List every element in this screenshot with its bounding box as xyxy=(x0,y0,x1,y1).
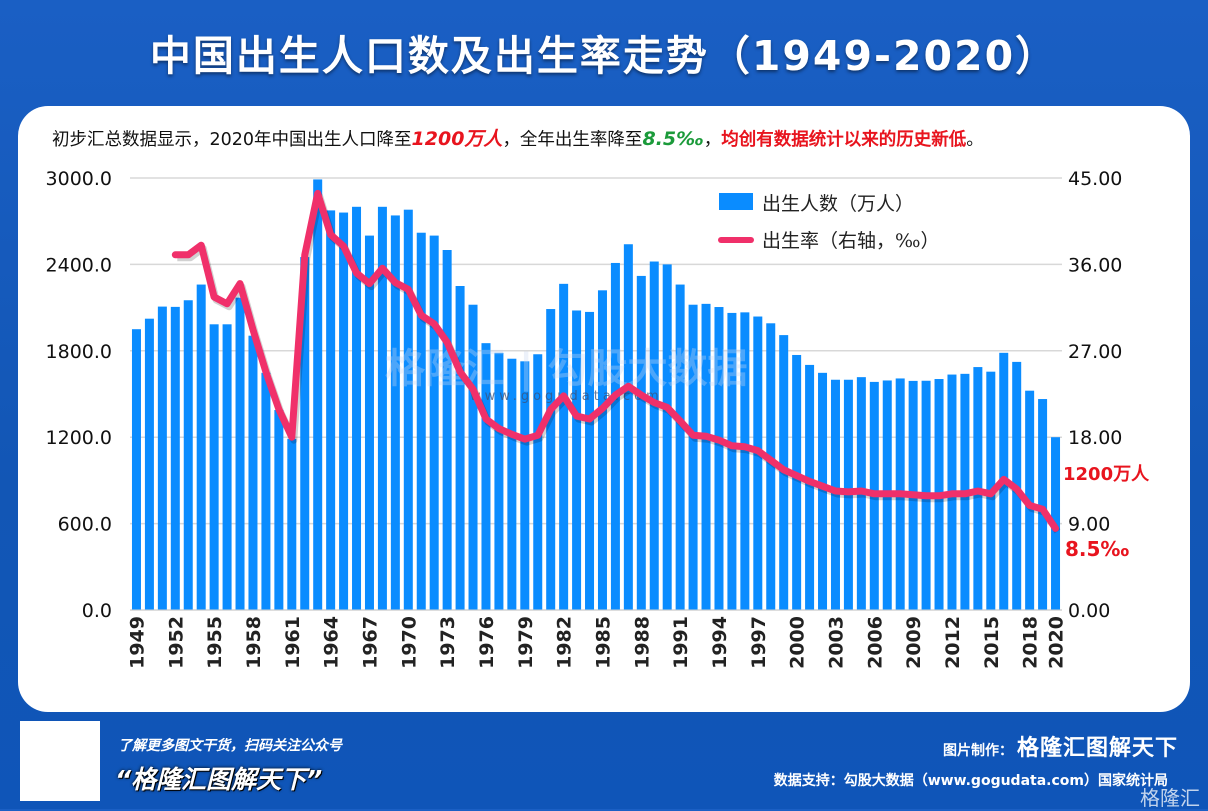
qr-code[interactable] xyxy=(20,721,100,801)
right-axis-tick-label: 27.00 xyxy=(1068,341,1122,363)
left-axis-tick-label: 1800.0 xyxy=(46,341,112,363)
bar-1953 xyxy=(184,300,193,610)
x-axis-tick-label: 2012 xyxy=(942,616,964,669)
right-axis-tick-label: 0.00 xyxy=(1068,600,1110,622)
right-axis-tick-label: 45.00 xyxy=(1068,168,1122,190)
bar-1964 xyxy=(326,210,335,610)
bar-1997 xyxy=(753,317,762,610)
x-axis-tick-label: 1994 xyxy=(709,616,731,669)
bar-1955 xyxy=(210,324,219,610)
x-axis-tick-label: 1991 xyxy=(670,616,692,669)
x-axis-tick-label: 2015 xyxy=(981,616,1003,669)
right-axis-tick-label: 18.00 xyxy=(1068,427,1122,449)
bar-1959 xyxy=(261,373,270,610)
legend: 出生人数（万人） 出生率（右轴，‰） xyxy=(719,193,940,252)
x-axis-tick-label: 1985 xyxy=(592,616,614,669)
x-axis-tick-label: 1958 xyxy=(243,616,265,669)
x-axis-tick-label: 1997 xyxy=(748,616,770,669)
x-axis-tick-label: 2000 xyxy=(787,616,809,669)
account-name: “格隆汇图解天下” xyxy=(115,760,322,796)
x-axis-tick-label: 2020 xyxy=(1046,616,1068,669)
bar-1989 xyxy=(650,262,659,610)
annotation-rate: 8.5‰ xyxy=(1065,537,1129,561)
x-axis-tick-label: 1973 xyxy=(437,616,459,669)
legend-line-label: 出生率（右轴，‰） xyxy=(762,230,940,252)
bar-1961 xyxy=(287,439,296,610)
bar-1950 xyxy=(145,319,154,610)
right-axis-tick-label: 36.00 xyxy=(1068,254,1122,276)
watermark: 格隆汇 | 勾股大数据 xyxy=(385,346,747,393)
bar-1963 xyxy=(313,179,322,610)
data-source: 数据支持：勾股大数据（www.gogudata.com）国家统计局 xyxy=(774,770,1168,790)
bar-1954 xyxy=(197,285,206,610)
made-by-label: 图片制作： xyxy=(943,743,1013,759)
x-axis-tick-label: 1976 xyxy=(476,616,498,669)
bar-1967 xyxy=(365,236,374,610)
legend-bar-label: 出生人数（万人） xyxy=(762,193,914,215)
x-axis-tick-label: 2006 xyxy=(864,616,886,669)
bar-1965 xyxy=(339,213,348,610)
x-axis-tick-label: 1952 xyxy=(165,616,187,669)
bar-2019 xyxy=(1038,399,1047,610)
bar-1982 xyxy=(559,284,568,610)
x-axis-tick-label: 1967 xyxy=(359,616,381,669)
left-axis-tick-label: 0.0 xyxy=(82,600,112,622)
right-axis-tick-label: 9.00 xyxy=(1068,514,1110,536)
x-axis-tick-label: 1949 xyxy=(126,616,148,669)
bar-1960 xyxy=(274,410,283,610)
legend-bar-swatch xyxy=(719,193,753,210)
bar-1990 xyxy=(663,264,672,610)
bar-1988 xyxy=(637,276,646,610)
annotation-births: 1200万人 xyxy=(1063,464,1150,485)
x-axis-tick-label: 1988 xyxy=(631,616,653,669)
gelonghui-logo: 格隆汇 xyxy=(1140,782,1200,811)
bar-1970 xyxy=(404,210,413,610)
x-axis-tick-label: 2003 xyxy=(825,616,847,669)
bar-1957 xyxy=(236,298,245,610)
bar-1972 xyxy=(430,236,439,610)
left-axis-tick-label: 1200.0 xyxy=(46,427,112,449)
left-axis-tick-label: 3000.0 xyxy=(46,168,112,190)
x-axis-tick-label: 1970 xyxy=(398,616,420,669)
bar-1956 xyxy=(223,324,232,610)
bar-1985 xyxy=(598,290,607,610)
x-axis-tick-label: 1955 xyxy=(204,616,226,669)
x-axis-tick-label: 1961 xyxy=(282,616,304,669)
bar-1987 xyxy=(624,244,633,610)
made-by-brand: 格隆汇图解天下 xyxy=(1017,736,1178,761)
bar-1951 xyxy=(158,307,167,610)
promo-text: 了解更多图文干货，扫码关注公众号 xyxy=(118,735,342,755)
x-axis-tick-label: 1979 xyxy=(515,616,537,669)
bar-1974 xyxy=(456,286,465,610)
bar-1991 xyxy=(676,285,685,610)
bar-1949 xyxy=(132,329,141,610)
x-axis-tick-label: 1982 xyxy=(554,616,576,669)
bar-1958 xyxy=(248,336,257,610)
bar-1952 xyxy=(171,307,180,610)
left-axis-tick-label: 600.0 xyxy=(58,514,112,536)
x-axis-tick-label: 2009 xyxy=(903,616,925,669)
bar-1986 xyxy=(611,263,620,610)
made-by: 图片制作：格隆汇图解天下 xyxy=(943,730,1178,762)
bar-1973 xyxy=(443,250,452,610)
bar-1971 xyxy=(417,233,426,610)
x-axis-tick-label: 1964 xyxy=(321,616,343,669)
left-axis-tick-label: 2400.0 xyxy=(46,254,112,276)
x-axis-tick-label: 2018 xyxy=(1020,616,1042,669)
